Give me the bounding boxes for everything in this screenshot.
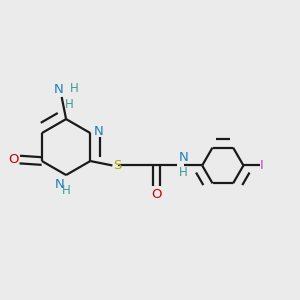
Text: H: H (65, 98, 74, 112)
Text: N: N (94, 125, 104, 138)
Text: H: H (70, 82, 79, 94)
Text: O: O (151, 188, 162, 200)
Text: N: N (55, 178, 64, 191)
Text: O: O (8, 153, 18, 166)
Text: I: I (260, 159, 264, 172)
Text: H: H (62, 184, 71, 197)
Text: N: N (178, 151, 188, 164)
Text: H: H (178, 166, 188, 179)
Text: N: N (54, 82, 64, 95)
Text: S: S (113, 159, 122, 172)
